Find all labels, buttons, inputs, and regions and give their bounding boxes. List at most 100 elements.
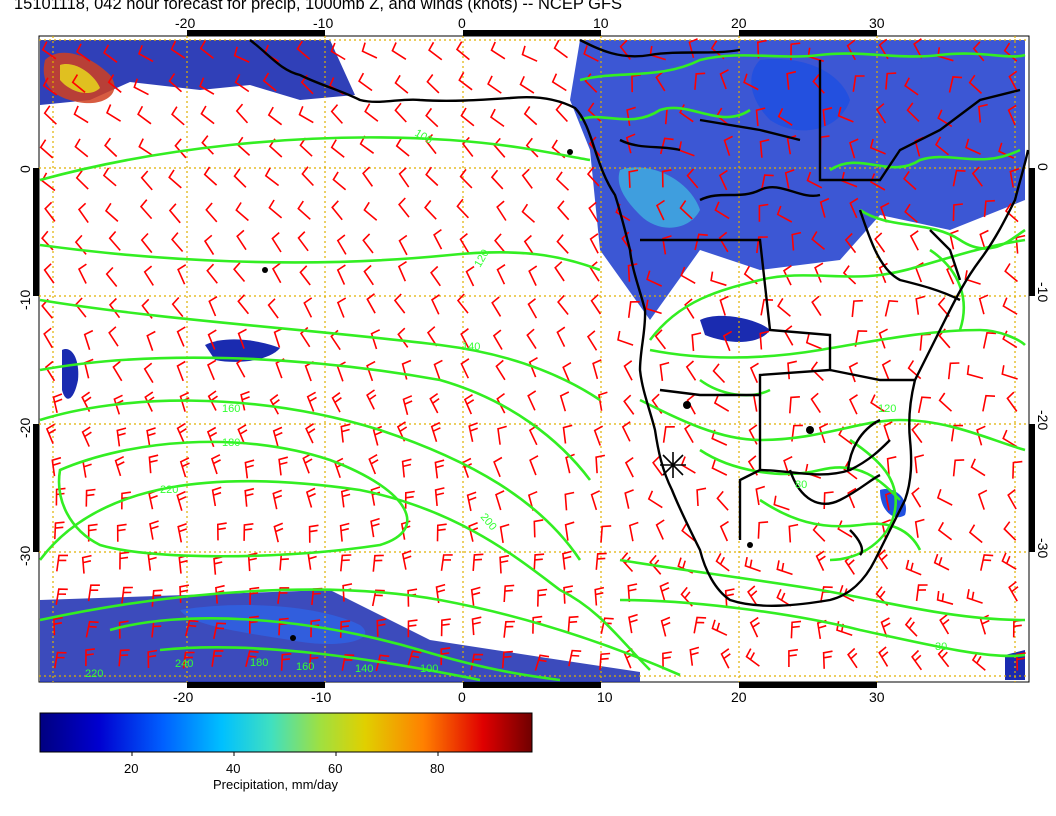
wind-barb [849, 138, 859, 159]
wind-barb [982, 331, 997, 349]
wind-barb [302, 453, 313, 474]
wind-barb [760, 174, 774, 191]
wind-barb [81, 391, 92, 412]
wind-barb [336, 297, 347, 318]
wind-barb [711, 459, 728, 476]
wind-barb [237, 328, 247, 349]
wind-barb [822, 107, 833, 126]
wind-barb [435, 583, 446, 604]
wind-barb [490, 169, 504, 190]
wind-barb [503, 620, 515, 638]
wind-barb [56, 554, 68, 572]
wind-barb [1007, 104, 1017, 126]
wind-barb [628, 169, 639, 188]
wind-barb [391, 42, 407, 60]
wind-barb [200, 105, 215, 125]
wind-barb [1009, 168, 1020, 188]
wind-barb [401, 550, 412, 570]
wind-barb [330, 104, 343, 124]
wind-barb [146, 427, 156, 447]
colorbar-title: Precipitation, mm/day [213, 777, 338, 792]
wind-barb [623, 394, 635, 415]
wind-barb [116, 523, 127, 542]
wind-barb [851, 299, 863, 318]
wind-barb [429, 392, 440, 414]
wind-barb [843, 460, 858, 480]
lon-tick-label: 0 [458, 15, 466, 31]
wind-barb [934, 136, 949, 156]
wind-barb [366, 389, 377, 410]
contour-label: 160 [296, 661, 314, 673]
wind-barb [966, 365, 984, 380]
wind-barb [600, 525, 612, 543]
wind-barb [205, 202, 218, 223]
wind-barb [791, 231, 802, 251]
wind-barb [466, 491, 477, 512]
wind-barb [983, 199, 995, 218]
wind-barb [869, 138, 886, 155]
wind-barb [298, 106, 314, 124]
colorbar-tick-label: 80 [430, 761, 444, 776]
wind-barb [104, 137, 118, 158]
wind-barb [146, 330, 156, 351]
wind-barb [42, 77, 58, 96]
wind-barb [54, 651, 67, 669]
wind-barb [713, 394, 730, 412]
wind-barb [559, 391, 570, 412]
wind-barb [844, 232, 857, 254]
wind-barb [499, 554, 510, 574]
wind-barb [168, 203, 181, 224]
wind-barb [372, 425, 383, 446]
wind-barb [273, 522, 284, 543]
wind-barb [235, 202, 249, 222]
wind-barb [108, 297, 121, 319]
wind-barb [847, 647, 858, 669]
wind-barb [364, 103, 379, 122]
wind-barb [440, 554, 453, 571]
wind-barb [471, 616, 482, 636]
wind-barb [718, 169, 728, 191]
wind-barb [179, 457, 190, 478]
wind-barb [786, 70, 797, 90]
wind-barb [425, 107, 439, 128]
wind-barb [599, 652, 611, 671]
wind-barb [628, 521, 639, 542]
wind-barb [41, 41, 57, 60]
colorbar-gradient [39, 712, 533, 753]
wind-barb [952, 459, 965, 477]
wind-barb [203, 166, 218, 186]
wind-barb [720, 648, 731, 669]
wind-barb [565, 453, 575, 474]
contour-label: 100 [420, 663, 438, 675]
wind-barb [297, 231, 309, 252]
wind-barb [119, 551, 130, 570]
wind-barb [696, 487, 707, 507]
wind-barb [440, 647, 451, 666]
wind-barb [723, 135, 733, 156]
wind-barb [269, 394, 280, 415]
wind-barb [760, 298, 774, 316]
wind-barb [881, 359, 891, 380]
wind-barb [562, 362, 572, 383]
wind-barb [262, 72, 277, 92]
wind-barb [791, 424, 803, 442]
wind-barb [459, 232, 470, 254]
wind-barb [398, 234, 408, 256]
wind-barb [213, 622, 227, 639]
wind-barb [527, 298, 538, 319]
wind-barb [397, 261, 407, 282]
wind-barb [968, 74, 983, 94]
wind-barb [303, 297, 313, 318]
wind-barb [424, 200, 437, 220]
wind-barb [85, 648, 96, 667]
wind-barb [149, 520, 159, 540]
wind-barb [654, 329, 667, 350]
wind-barb [177, 264, 187, 285]
wind-barb [118, 649, 130, 667]
wind-barb [41, 172, 56, 192]
wind-barb [979, 229, 989, 250]
wind-barb [168, 73, 183, 93]
contour-label: 140 [462, 341, 480, 353]
wind-barb [978, 294, 989, 315]
wind-barb [331, 392, 342, 413]
